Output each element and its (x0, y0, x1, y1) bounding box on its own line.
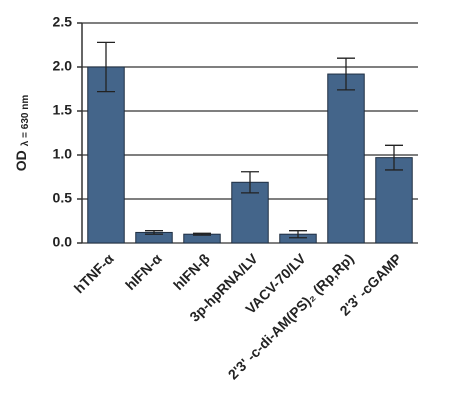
error-bar (241, 171, 259, 194)
y-label-sub: λ = 630 nm (20, 95, 31, 147)
y-tick-label: 1.5 (53, 102, 73, 118)
x-tick-label: hIFN-β (170, 250, 213, 293)
error-bar (289, 230, 307, 239)
y-tick-label: 0.5 (53, 190, 73, 206)
bar (327, 73, 365, 244)
y-tick-label: 2.5 (53, 14, 73, 30)
y-tick-label: 0.0 (53, 234, 73, 250)
x-tick-label: hTNF-α (71, 250, 117, 296)
y-tick-label: 1.0 (53, 146, 73, 162)
error-bar (145, 230, 163, 235)
y-tick-label: 2.0 (53, 58, 73, 74)
x-tick-label: hIFN-α (122, 250, 165, 293)
y-label-main: OD (13, 150, 29, 171)
bar (87, 66, 125, 244)
error-bar (337, 57, 355, 91)
error-bar (385, 144, 403, 171)
y-axis-label: OD λ = 630 nm (13, 95, 31, 172)
bar (375, 157, 413, 244)
error-bar (193, 232, 211, 236)
error-bar (97, 41, 115, 93)
